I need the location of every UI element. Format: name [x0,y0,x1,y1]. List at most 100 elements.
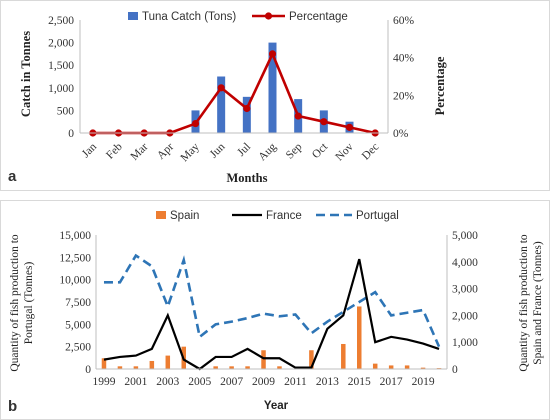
panel-a-percentage-marker [294,112,302,120]
panel-b-legend-swatch-spain [156,211,166,219]
panel-b-bar-spain [117,366,123,369]
panel-b-bar-spain [357,306,362,369]
panel-b-bar-spain [277,366,282,369]
panel-b-y-title-line1: Quantity of fish production to [9,234,21,372]
panel-b-y-tick-label: 5,000 [65,319,91,331]
panel-b-bar-spain [133,366,139,369]
panel-b-bar-spain [165,355,171,369]
panel-b-right-axis-ticks: 0 1,000 2,000 3,000 4,000 5,000 [446,230,478,376]
panel-a-x-tick-label: May [178,141,202,165]
panel-b-y-tick-label: 10,000 [59,275,91,287]
panel-b-y-title-line2: Portugal (Tonnes) [23,262,35,345]
panel-a-legend-swatch-marker [264,12,273,20]
panel-b-y-tick-label: 0 [85,364,91,376]
panel-b-y2-title-line2: Spain and France (Tonnes) [532,241,544,365]
panel-b-bar-spain [341,343,346,369]
panel-b-y-tick-label: 2,500 [65,342,91,354]
panel-a-percentage-line [92,50,376,135]
panel-b-bar-spain [229,366,234,369]
panel-b-bar-spain [101,358,107,369]
panel-b-bar-spain [309,350,314,369]
panel-a-legend: Tuna Catch (Tons) Percentage [128,11,348,23]
panel-b-x-tick-label: 1999 [92,376,115,388]
panel-a-y-tick-label: 2,500 [48,15,74,27]
panel-a-x-tick-label: Sep [284,141,305,162]
panel-b-left-axis-ticks: 0 2,500 5,000 7,500 10,000 12,500 15,000 [59,230,97,376]
panel-b-legend-label: Portugal [356,210,399,222]
panel-a-bar [242,96,251,133]
panel-b-bar-spain [213,366,218,369]
panel-b-x-title: Year [264,400,289,412]
panel-a-y-tick-label: 1,000 [48,83,74,95]
panel-b-y-tick-label: 15,000 [59,230,91,242]
panel-b-x-tick-label: 2011 [284,376,307,388]
panel-a-y2-title: Percentage [433,56,447,115]
panel-a-y2-tick-label: 40% [393,53,415,65]
panel-a-x-tick-label: Dec [360,141,382,163]
panel-a-x-tick-label: Nov [333,141,356,164]
panel-b-lines [103,253,441,371]
panel-b-y2-title: Quantity of fish production to Spain and… [518,234,544,372]
panel-a-bar [268,42,277,133]
panel-a-x-tick-label: Apr [155,141,176,162]
panel-a-legend-swatch-bars [128,12,138,20]
panel-a-chart: a Tuna Catch (Tons) Percentage 0 500 1,000 1… [8,11,447,185]
panel-a-y-tick-label: 0 [68,128,74,140]
panel-b-x-tick-label: 2019 [412,376,435,388]
panel-a-y2-tick-label: 20% [393,90,415,102]
panel-b-y2-tick-label: 1,000 [452,337,478,349]
panel-a-x-title: Months [227,171,268,185]
panel-a-percentage-marker [268,50,277,58]
panel-b-y2-tick-label: 0 [452,364,458,376]
panel-b-y2-tick-label: 5,000 [452,230,478,242]
panel-b-line-portugal [103,253,441,348]
panel-b-line-france [103,258,440,371]
panel-a-x-tick-label: Feb [104,141,125,162]
panel-b-bar-spain [388,365,394,369]
panel-b-legend-label: Spain [170,210,199,222]
panel-b-y2-tick-label: 4,000 [452,257,478,269]
panel-b-x-ticks: 1999 2001 2003 2005 2007 2009 2011 2013 2015 2017… [92,368,447,388]
panel-a-x-tick-label: Jul [235,141,253,159]
panel-a-x-tick-label: Oct [310,140,331,161]
panel-b-y-tick-label: 12,500 [59,252,91,264]
panel-a-left-axis-ticks: 0 500 1,000 1,500 2,000 2,500 [48,15,81,140]
panel-a-x-tick-label: Jan [80,141,100,161]
panel-a-x-tick-label: Jun [208,141,228,161]
panel-a-line [89,50,379,137]
panel-a-y-tick-label: 2,000 [48,38,74,50]
panel-a-percentage-marker [345,123,354,131]
panel-a-percentage-marker [217,84,225,92]
panel-b-y2-tick-label: 2,000 [452,310,478,322]
panel-a-label: a [8,168,17,185]
panel-b-legend-label: France [266,210,302,222]
panel-b-x-tick-label: 2017 [380,376,403,388]
panel-b-bar-spain [420,367,426,369]
panel-b-x-tick-label: 2001 [124,376,147,388]
panel-a-x-tick-label: Aug [256,141,279,164]
panel-a-x-ticks: Jan Feb Mar Apr May Jun Jul Aug Sep Oct Nov Dec [80,132,388,165]
panel-b-bar-spain [149,360,155,369]
panel-a-y-tick-label: 1,500 [48,60,74,72]
panel-b-x-tick-label: 2013 [316,376,339,388]
panel-a-percentage-marker [243,104,251,113]
panel-b-y2-tick-label: 3,000 [452,284,478,296]
panel-a-y-title: Catch in Tonnes [19,31,33,117]
panel-a-legend-label: Percentage [289,11,348,23]
panel-b-label: b [8,398,17,415]
panel-a-x-tick-label: Mar [128,141,150,163]
panel-b-y2-title-line1: Quantity of fish production to [518,234,530,372]
panel-b-bar-spain [261,350,266,369]
panel-a-y2-tick-label: 0% [393,128,409,140]
panel-a-percentage-marker [320,118,328,126]
panel-a-y-tick-label: 500 [57,105,75,117]
panel-b-x-tick-label: 2015 [348,376,371,388]
panel-a-right-axis-ticks: 0% 20% 40% 60% [387,15,415,140]
panel-a-y2-tick-label: 60% [393,15,415,27]
panel-a-legend-label: Tuna Catch (Tons) [142,11,236,23]
panel-a-percentage-marker [191,119,200,128]
panel-b-bar-spain [372,363,378,369]
panel-b-x-tick-label: 2003 [156,376,179,388]
